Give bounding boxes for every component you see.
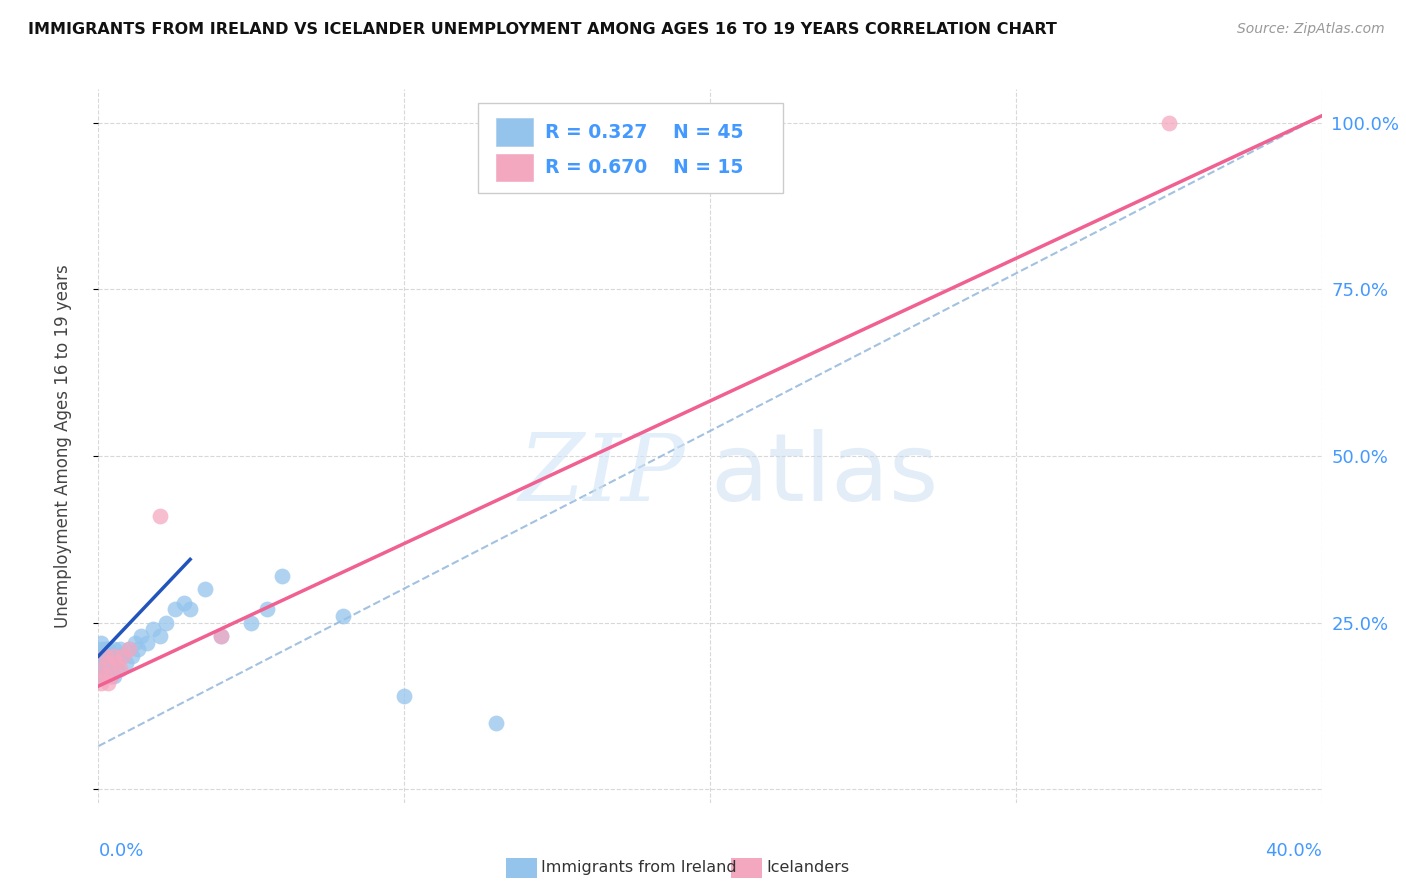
Point: [111, 649, 134, 664]
Point: [111, 649, 134, 664]
Point: [97, 649, 120, 664]
Point: [93, 642, 115, 657]
Point: [392, 689, 416, 703]
Text: IMMIGRANTS FROM IRELAND VS ICELANDER UNEMPLOYMENT AMONG AGES 16 TO 19 YEARS CORR: IMMIGRANTS FROM IRELAND VS ICELANDER UNE…: [28, 22, 1057, 37]
Point: [179, 602, 201, 616]
Point: [209, 629, 232, 643]
Text: Icelanders: Icelanders: [766, 861, 849, 875]
Point: [90, 649, 112, 664]
Point: [103, 656, 125, 670]
Text: N = 15: N = 15: [673, 158, 744, 178]
Point: [90, 642, 112, 657]
Text: R = 0.670: R = 0.670: [546, 158, 647, 178]
Y-axis label: Unemployment Among Ages 16 to 19 years: Unemployment Among Ages 16 to 19 years: [53, 264, 72, 628]
FancyBboxPatch shape: [496, 119, 533, 145]
Point: [149, 509, 172, 524]
Point: [100, 669, 122, 683]
Point: [118, 642, 141, 657]
Point: [90, 636, 112, 650]
Point: [90, 669, 112, 683]
Point: [97, 656, 120, 670]
Point: [103, 669, 125, 683]
Point: [97, 642, 120, 657]
Point: [108, 642, 131, 657]
Point: [100, 649, 122, 664]
Point: [127, 642, 149, 657]
Point: [93, 649, 115, 664]
Point: [121, 649, 143, 664]
Point: [118, 642, 141, 657]
Text: ZIP: ZIP: [519, 430, 686, 519]
Point: [155, 615, 177, 630]
Point: [100, 669, 122, 683]
Text: 40.0%: 40.0%: [1265, 842, 1322, 860]
Point: [93, 649, 115, 664]
Point: [129, 629, 152, 643]
Point: [90, 656, 112, 670]
Point: [105, 656, 128, 670]
Point: [103, 642, 125, 657]
Point: [240, 615, 263, 630]
Point: [93, 669, 115, 683]
Point: [90, 675, 112, 690]
Point: [108, 662, 131, 676]
Point: [270, 569, 292, 583]
Point: [93, 669, 115, 683]
Point: [93, 662, 115, 676]
Text: atlas: atlas: [710, 428, 938, 521]
Point: [115, 656, 138, 670]
Point: [103, 649, 125, 664]
Point: [332, 609, 354, 624]
Point: [142, 623, 165, 637]
Text: Immigrants from Ireland: Immigrants from Ireland: [541, 861, 737, 875]
Text: N = 45: N = 45: [673, 122, 744, 142]
Point: [485, 715, 508, 730]
Point: [90, 662, 112, 676]
Point: [100, 656, 122, 670]
Text: 0.0%: 0.0%: [98, 842, 143, 860]
Point: [97, 656, 120, 670]
Point: [209, 629, 232, 643]
Text: Source: ZipAtlas.com: Source: ZipAtlas.com: [1237, 22, 1385, 37]
Point: [136, 636, 159, 650]
Point: [97, 675, 120, 690]
Point: [1157, 115, 1180, 129]
Point: [163, 602, 186, 616]
FancyBboxPatch shape: [496, 154, 533, 181]
Point: [105, 662, 128, 676]
Text: R = 0.327: R = 0.327: [546, 122, 647, 142]
FancyBboxPatch shape: [478, 103, 783, 193]
Point: [149, 629, 172, 643]
Point: [97, 662, 120, 676]
Point: [124, 636, 146, 650]
Point: [93, 656, 115, 670]
Point: [173, 596, 195, 610]
Point: [105, 649, 128, 664]
Point: [256, 602, 278, 616]
Point: [194, 582, 217, 597]
